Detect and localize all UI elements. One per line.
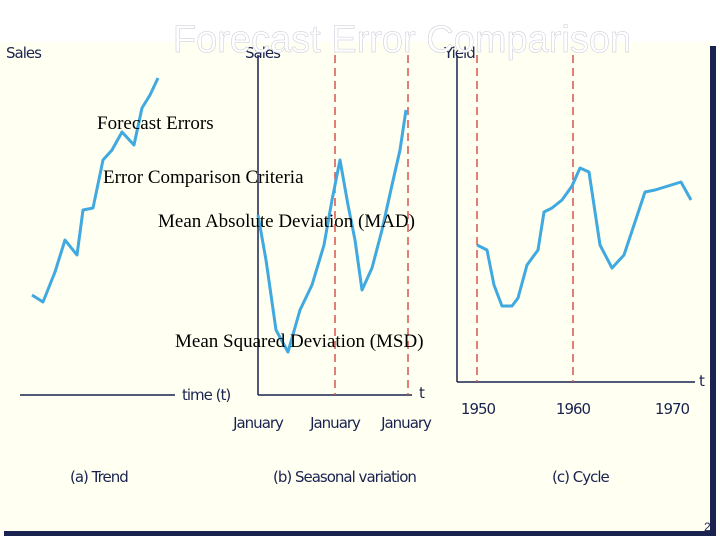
cycle-line (476, 166, 693, 308)
slide-body (0, 42, 710, 531)
bullet: Mean Absolute Deviation (MAD) (158, 211, 415, 232)
page-number: 2 (704, 520, 711, 534)
bullet: Error Comparison Criteria (103, 167, 304, 188)
bullet: Forecast Errors (97, 113, 214, 134)
slide-title: Forecast Error Comparison (173, 19, 631, 61)
x-label: t (419, 384, 425, 402)
seasonal-line (256, 109, 408, 354)
y-label: Yield (443, 44, 475, 62)
bullet: Mean Squared Deviation (MSD) (175, 331, 424, 352)
trend-line (31, 77, 160, 304)
y-label: Sales (6, 44, 42, 62)
x-tick-label: 1960 (556, 400, 591, 418)
y-label: Sales (245, 44, 281, 62)
caption: (a) Trend (70, 468, 128, 486)
x-tick-label: 1950 (461, 400, 496, 418)
caption: (b) Seasonal variation (273, 468, 416, 486)
x-tick-label: January (380, 414, 432, 432)
x-tick-label: January (309, 414, 361, 432)
caption: (c) Cycle (552, 468, 609, 486)
x-tick-label: 1970 (655, 400, 690, 418)
x-label: time (t) (182, 386, 230, 404)
x-label: t (699, 372, 705, 390)
x-tick-label: January (232, 414, 284, 432)
